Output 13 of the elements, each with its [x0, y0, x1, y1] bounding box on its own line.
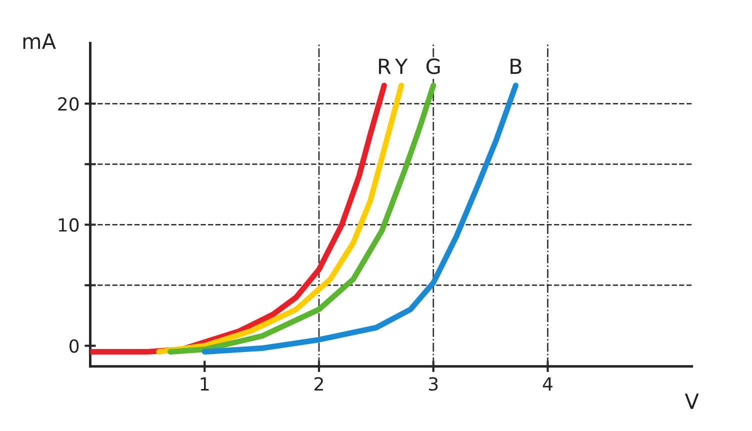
y-axis-title: mA	[23, 34, 56, 49]
x-tick-label: 3	[428, 377, 438, 391]
x-tick-label: 4	[542, 377, 552, 390]
series-label: G	[426, 58, 440, 74]
x-axis-title: V	[684, 394, 699, 409]
series-label: B	[510, 58, 522, 74]
x-tick-label: 1	[200, 377, 209, 390]
y-tick-label: 20	[58, 97, 79, 111]
y-tick-label: 0	[70, 339, 79, 353]
x-tick-label: 2	[314, 377, 323, 390]
series-label: R	[378, 58, 391, 74]
series-label: Y	[394, 58, 408, 74]
y-tick-label: 10	[58, 218, 79, 232]
